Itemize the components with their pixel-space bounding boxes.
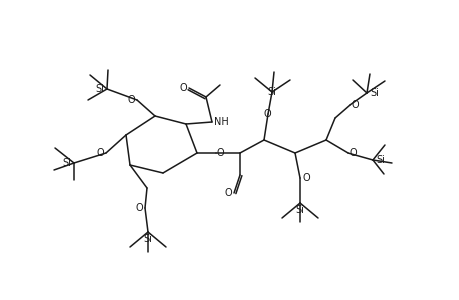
Text: Si: Si (267, 87, 276, 97)
Text: O: O (224, 188, 231, 198)
Text: O: O (127, 95, 134, 105)
Text: Si: Si (95, 84, 104, 94)
Text: O: O (135, 203, 143, 213)
Text: O: O (179, 83, 187, 93)
Text: O: O (351, 100, 359, 110)
Text: NH: NH (213, 117, 228, 127)
Text: O: O (263, 109, 270, 119)
Text: O: O (216, 148, 224, 158)
Text: Si: Si (62, 158, 71, 168)
Text: O: O (302, 173, 310, 183)
Text: Si: Si (295, 205, 304, 215)
Text: Si: Si (369, 88, 378, 98)
Text: Si: Si (143, 234, 152, 244)
Text: O: O (349, 148, 357, 158)
Text: O: O (96, 148, 104, 158)
Text: Si: Si (375, 155, 384, 165)
